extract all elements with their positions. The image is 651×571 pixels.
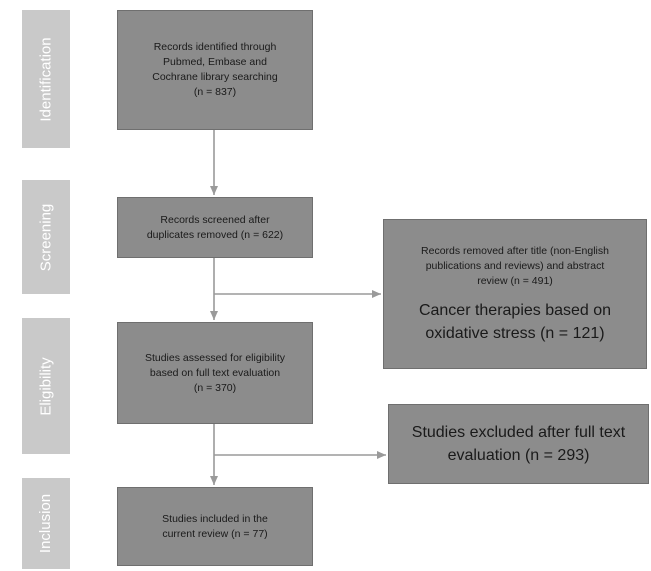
removed-line-1: Records removed after title (non-English <box>421 244 609 257</box>
stage-screening: Screening <box>22 180 70 294</box>
box-records-removed: Records removed after title (non-English… <box>383 219 647 369</box>
removed-line-4: Cancer therapies based on <box>418 301 612 319</box>
removed-line-3: review (n = 491) <box>477 274 553 287</box>
eligibility-line-2: based on full text evaluation <box>149 366 281 379</box>
removed-line-5: oxidative stress (n = 121) <box>425 324 605 342</box>
identified-line-2: Pubmed, Embase and <box>163 56 267 68</box>
identified-count: (n = 837) <box>193 86 237 98</box>
box-studies-excluded: Studies excluded after full text evaluat… <box>388 404 649 484</box>
included-line-1: Studies included in the <box>162 512 268 525</box>
identified-line-1: Records identified through <box>153 41 277 53</box>
excluded-line-1: Studies excluded after full text <box>411 424 626 441</box>
stage-inclusion: Inclusion <box>22 478 70 569</box>
screened-line-1: Records screened after <box>160 213 270 226</box>
stage-eligibility: Eligibility <box>22 318 70 454</box>
box-records-screened: Records screened after duplicates remove… <box>117 197 313 258</box>
box-studies-included: Studies included in the current review (… <box>117 487 313 566</box>
box-records-identified: Records identified through Pubmed, Embas… <box>117 10 313 130</box>
stage-identification: Identification <box>22 10 70 148</box>
included-line-2: current review (n = 77) <box>162 527 268 540</box>
screened-line-2: duplicates removed (n = 622) <box>146 228 284 241</box>
eligibility-line-1: Studies assessed for eligibility <box>144 351 286 364</box>
box-eligibility-assessed: Studies assessed for eligibility based o… <box>117 322 313 424</box>
removed-line-2: publications and reviews) and abstract <box>425 259 605 272</box>
eligibility-count: (n = 370) <box>193 381 237 394</box>
excluded-line-2: evaluation (n = 293) <box>447 447 590 464</box>
identified-line-3: Cochrane library searching <box>152 71 278 83</box>
